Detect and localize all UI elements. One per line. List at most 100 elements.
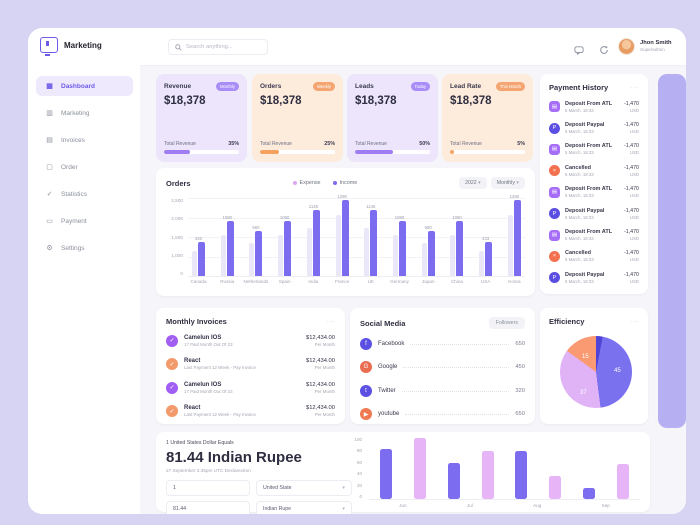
payment-item[interactable]: P Deposit Paypal 5 March, 18:33 -1,470 USD: [549, 117, 639, 138]
user-name: Jhon Smith: [640, 40, 672, 46]
bar-group-france: 1290 France: [335, 194, 349, 284]
bar-value-label: 1080: [222, 215, 232, 221]
stat-card-percent: 5%: [517, 141, 525, 147]
user-avatar[interactable]: [618, 38, 635, 55]
currency-bar: [379, 449, 392, 499]
payment-amount-currency: USD: [629, 214, 639, 220]
stat-card-head: Orders Weekly: [260, 82, 335, 91]
expense-bar: [450, 235, 456, 276]
payment-menu-button[interactable]: ···: [630, 84, 639, 91]
payment-item[interactable]: P Deposit Paypal 5 March, 18:33 -1,470 USD: [549, 267, 639, 288]
bar-value-label: 1060: [279, 215, 290, 221]
income-bar: [485, 241, 493, 276]
social-item-facebook[interactable]: f Facebook 650: [360, 332, 525, 356]
gridline: [188, 217, 525, 219]
sidebar-item-settings[interactable]: ⚙ Settings: [36, 238, 133, 258]
check-icon: ✓: [166, 358, 178, 371]
messages-icon[interactable]: [574, 42, 584, 60]
income-bar: [284, 221, 292, 276]
payment-history-title: Payment History: [549, 83, 609, 92]
invoice-item-info: Camelun IOS 17 Paid Month Out Of 23: [184, 382, 300, 394]
payment-item[interactable]: × Cancelled 5 March, 18:33 -1,470 USD: [549, 246, 639, 267]
dotted-leader: [403, 366, 510, 369]
income-bar: [255, 230, 263, 276]
sidebar-item-statistics[interactable]: ✓ Statistics: [36, 184, 133, 204]
amount-to-input[interactable]: 81.44: [166, 501, 250, 514]
cancel-icon: ×: [549, 165, 560, 177]
sidebar-item-dashboard[interactable]: ▦ Dashboard: [36, 76, 133, 96]
social-item-value: 450: [515, 364, 525, 371]
orders-y-axis: 2,500 2,000 1,500 1,000 0: [166, 198, 188, 276]
payment-item-info: Deposit From ATL 5 March, 18:33: [565, 143, 619, 155]
invoice-item-amount: $12,434.00 Per Month: [306, 358, 335, 370]
invoices-menu-button[interactable]: ···: [326, 318, 335, 325]
search-icon: [175, 43, 182, 51]
bar-group-uk: 1145 UK: [364, 204, 378, 284]
chevron-down-icon: ▾: [342, 485, 345, 491]
social-item-twitter[interactable]: t Twitter 320: [360, 379, 525, 403]
currency-headline: 81.44 Indian Rupee: [166, 449, 302, 466]
payment-item-title: Deposit Paypal: [565, 207, 605, 214]
currency-from-select[interactable]: United State ▾: [256, 480, 352, 496]
sidebar-item-order[interactable]: ▢ Order: [36, 157, 133, 177]
y-tick: 80: [356, 448, 362, 454]
followers-button[interactable]: Followers: [488, 317, 525, 329]
youtube-icon: ▶: [360, 408, 372, 421]
sidebar-item-payment[interactable]: ▭ Payment: [36, 211, 133, 231]
payment-amount-value: -1,470: [623, 250, 639, 257]
invoice-item[interactable]: ✓ Camelun IOS 17 Paid Month Out Of 23 $12,4…: [166, 376, 335, 400]
payment-item[interactable]: P Deposit Paypal 5 March, 18:33 -1,470 USD: [549, 203, 639, 224]
payment-amount-currency: USD: [629, 193, 639, 199]
legend-expense: Expense: [292, 180, 321, 186]
stat-card-footer-label: Total Revenue: [355, 141, 387, 147]
expense-bar: [393, 235, 399, 276]
social-item-name: Facebook: [378, 340, 405, 347]
sidebar-item-marketing[interactable]: ▥ Marketing: [36, 103, 133, 123]
twitter-icon: t: [360, 384, 372, 397]
social-item-value: 320: [515, 387, 525, 394]
paypal-icon: P: [549, 208, 560, 220]
stat-card-footer: Total Revenue 25%: [260, 141, 335, 154]
invoice-item[interactable]: ✓ React Last Payment 12 Week - Pay Invoice…: [166, 353, 335, 377]
social-item-google[interactable]: G Google 450: [360, 356, 525, 380]
year-select[interactable]: 2022 ▾: [459, 177, 487, 189]
amount-from-input[interactable]: 1: [166, 480, 250, 496]
payment-item-date: 5 March, 18:33: [565, 129, 594, 135]
expense-bar: [192, 251, 197, 276]
invoice-item-subtitle: Last Payment 12 Week - Pay Invoice: [184, 365, 256, 371]
payment-item[interactable]: ▤ Deposit From ATL 5 March, 18:33 -1,470 USD: [549, 139, 639, 160]
social-item-youtube[interactable]: ▶ youtube 650: [360, 403, 525, 427]
gridline: [188, 256, 525, 258]
refresh-icon[interactable]: [599, 42, 609, 60]
stat-card-footer: Total Revenue 5%: [450, 141, 525, 154]
bar-group-spain: 1060 Spain: [278, 215, 292, 284]
y-tick: 2,500: [171, 198, 183, 203]
invoice-amount-value: $12,434.00: [305, 334, 335, 341]
social-media-title: Social Media: [360, 318, 406, 328]
currency-x-axis: Jun Jul Aug Sep: [369, 503, 640, 508]
bar-value-label: 1080: [394, 215, 405, 221]
invoice-item[interactable]: ✓ React Last Payment 12 Week - Pay Invoice…: [166, 400, 335, 424]
invoice-amount-period: Per Month: [314, 341, 335, 347]
payment-item[interactable]: ▤ Deposit From ATL 5 March, 18:33 -1,470 USD: [549, 96, 639, 117]
invoice-item-subtitle: 17 Paid Month Out Of 23: [184, 341, 233, 347]
invoice-item-info: React Last Payment 12 Week - Pay Invoice: [184, 405, 300, 417]
payment-item[interactable]: ▤ Deposit From ATL 5 March, 18:33 -1,470 USD: [549, 224, 639, 245]
payment-item[interactable]: ▤ Deposit From ATL 5 March, 18:33 -1,470 USD: [549, 182, 639, 203]
sidebar-nav: ▦ Dashboard ▥ Marketing ▤ Invoices ▢ Order ✓ Stat…: [36, 76, 133, 265]
stat-card-leads: Leads Today $18,378 Total Revenue 50%: [347, 74, 438, 162]
search-input[interactable]: Search anything...: [168, 39, 268, 55]
order-icon: ▢: [46, 164, 53, 171]
bar-value-label: 1145: [308, 204, 318, 210]
invoice-item[interactable]: ✓ Camelun IOS 17 Paid Month Out Of 23 $12,4…: [166, 329, 335, 353]
app-window: Marketing ▦ Dashboard ▥ Marketing ▤ Invoices ▢…: [28, 28, 686, 514]
payment-item-date: 5 March, 18:33: [565, 107, 594, 113]
invoice-item-name: Camelun IOS: [184, 381, 222, 388]
currency-to-select[interactable]: Indian Rupe ▾: [256, 501, 352, 514]
social-list: f Facebook 650 G Google 450 t Twitter 320 ▶ youtub…: [360, 332, 525, 426]
period-select[interactable]: Monthly ▾: [490, 177, 525, 189]
sidebar-item-invoices[interactable]: ▤ Invoices: [36, 130, 133, 150]
efficiency-menu-button[interactable]: ···: [630, 318, 639, 325]
payment-item[interactable]: × Cancelled 5 March, 18:33 -1,470 USD: [549, 160, 639, 181]
x-tick: Germany: [390, 279, 409, 284]
